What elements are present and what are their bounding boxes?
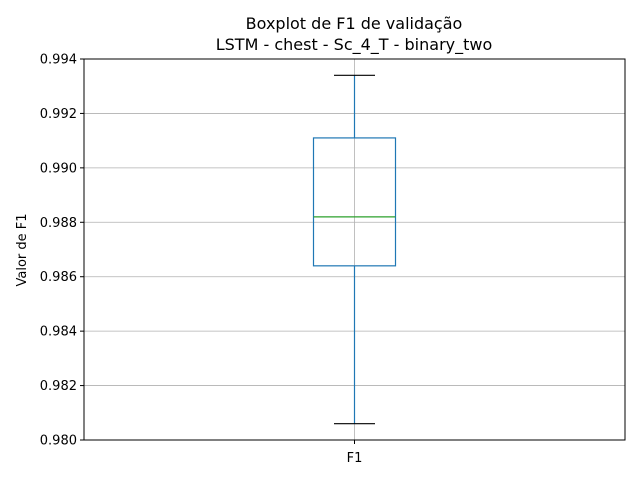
y-tick-label: 0.986 [40, 270, 77, 285]
grid-lines [84, 58, 625, 441]
y-tick-label: 0.994 [40, 53, 77, 68]
y-tick-label: 0.984 [40, 325, 77, 340]
y-axis-label: Valor de F1 [15, 213, 30, 286]
chart-title-line2: LSTM - chest - Sc_4_T - binary_two [216, 35, 493, 55]
iqr-box [312, 137, 397, 267]
y-tick-label: 0.992 [40, 107, 77, 122]
y-tick-label: 0.980 [40, 434, 77, 449]
x-tick-label: F1 [347, 451, 363, 466]
y-tick-label: 0.982 [40, 379, 77, 394]
box-group [312, 74, 397, 425]
axis-ticks: 0.980 0.982 0.984 0.986 0.988 0.990 0.992 0.994… [40, 53, 363, 467]
chart-title-line1: Boxplot de F1 de validação [246, 14, 463, 33]
y-tick-label: 0.988 [40, 216, 77, 231]
y-tick-label: 0.990 [40, 161, 77, 176]
